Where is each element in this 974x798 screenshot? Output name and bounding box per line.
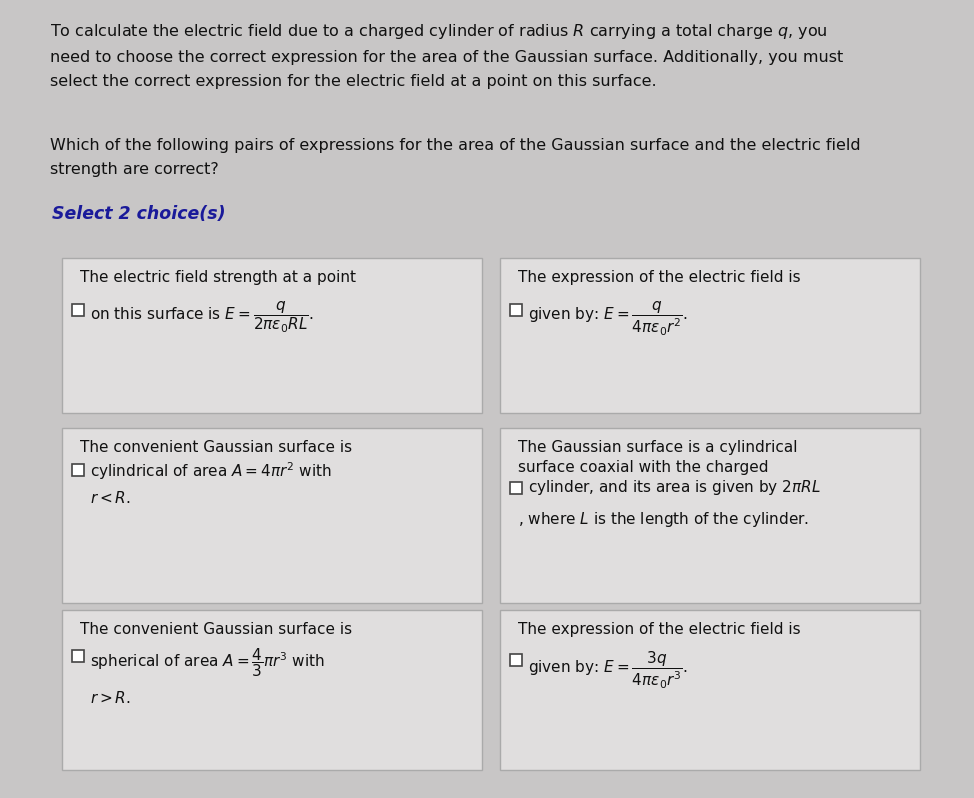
Text: surface coaxial with the charged: surface coaxial with the charged: [518, 460, 768, 475]
Bar: [72, 650, 84, 662]
Bar: [510, 482, 522, 494]
Text: $r<R$.: $r<R$.: [90, 490, 131, 506]
Bar: [510, 654, 522, 666]
Text: on this surface is $E=\dfrac{q}{2\pi\varepsilon_0 RL}$.: on this surface is $E=\dfrac{q}{2\pi\var…: [90, 300, 314, 335]
Text: To calculate the electric field due to a charged cylinder of radius $R$ carrying: To calculate the electric field due to a…: [50, 22, 843, 89]
FancyBboxPatch shape: [500, 610, 920, 770]
Text: The convenient Gaussian surface is: The convenient Gaussian surface is: [80, 440, 353, 455]
Text: given by: $E=\dfrac{3q}{4\pi\varepsilon_0 r^3}$.: given by: $E=\dfrac{3q}{4\pi\varepsilon_…: [528, 650, 688, 691]
Text: The expression of the electric field is: The expression of the electric field is: [518, 270, 801, 285]
Bar: [510, 304, 522, 316]
Text: Which of the following pairs of expressions for the area of the Gaussian surface: Which of the following pairs of expressi…: [50, 138, 861, 177]
Text: cylinder, and its area is given by $2\pi RL$: cylinder, and its area is given by $2\pi…: [528, 478, 821, 497]
Text: The expression of the electric field is: The expression of the electric field is: [518, 622, 801, 637]
Text: cylindrical of area $A=4\pi r^2$ with: cylindrical of area $A=4\pi r^2$ with: [90, 460, 331, 482]
Text: $r>R$.: $r>R$.: [90, 690, 131, 706]
Text: given by: $E=\dfrac{q}{4\pi\varepsilon_0 r^2}$.: given by: $E=\dfrac{q}{4\pi\varepsilon_0…: [528, 300, 688, 338]
Bar: [72, 304, 84, 316]
Text: , where $L$ is the length of the cylinder.: , where $L$ is the length of the cylinde…: [518, 510, 809, 529]
FancyBboxPatch shape: [62, 610, 482, 770]
Text: The Gaussian surface is a cylindrical: The Gaussian surface is a cylindrical: [518, 440, 798, 455]
FancyBboxPatch shape: [500, 428, 920, 603]
Bar: [72, 464, 84, 476]
Text: The convenient Gaussian surface is: The convenient Gaussian surface is: [80, 622, 353, 637]
Text: Select 2 choice(s): Select 2 choice(s): [52, 205, 226, 223]
FancyBboxPatch shape: [62, 428, 482, 603]
FancyBboxPatch shape: [500, 258, 920, 413]
Text: spherical of area $A=\dfrac{4}{3}\pi r^3$ with: spherical of area $A=\dfrac{4}{3}\pi r^3…: [90, 646, 325, 679]
Text: The electric field strength at a point: The electric field strength at a point: [80, 270, 356, 285]
FancyBboxPatch shape: [62, 258, 482, 413]
